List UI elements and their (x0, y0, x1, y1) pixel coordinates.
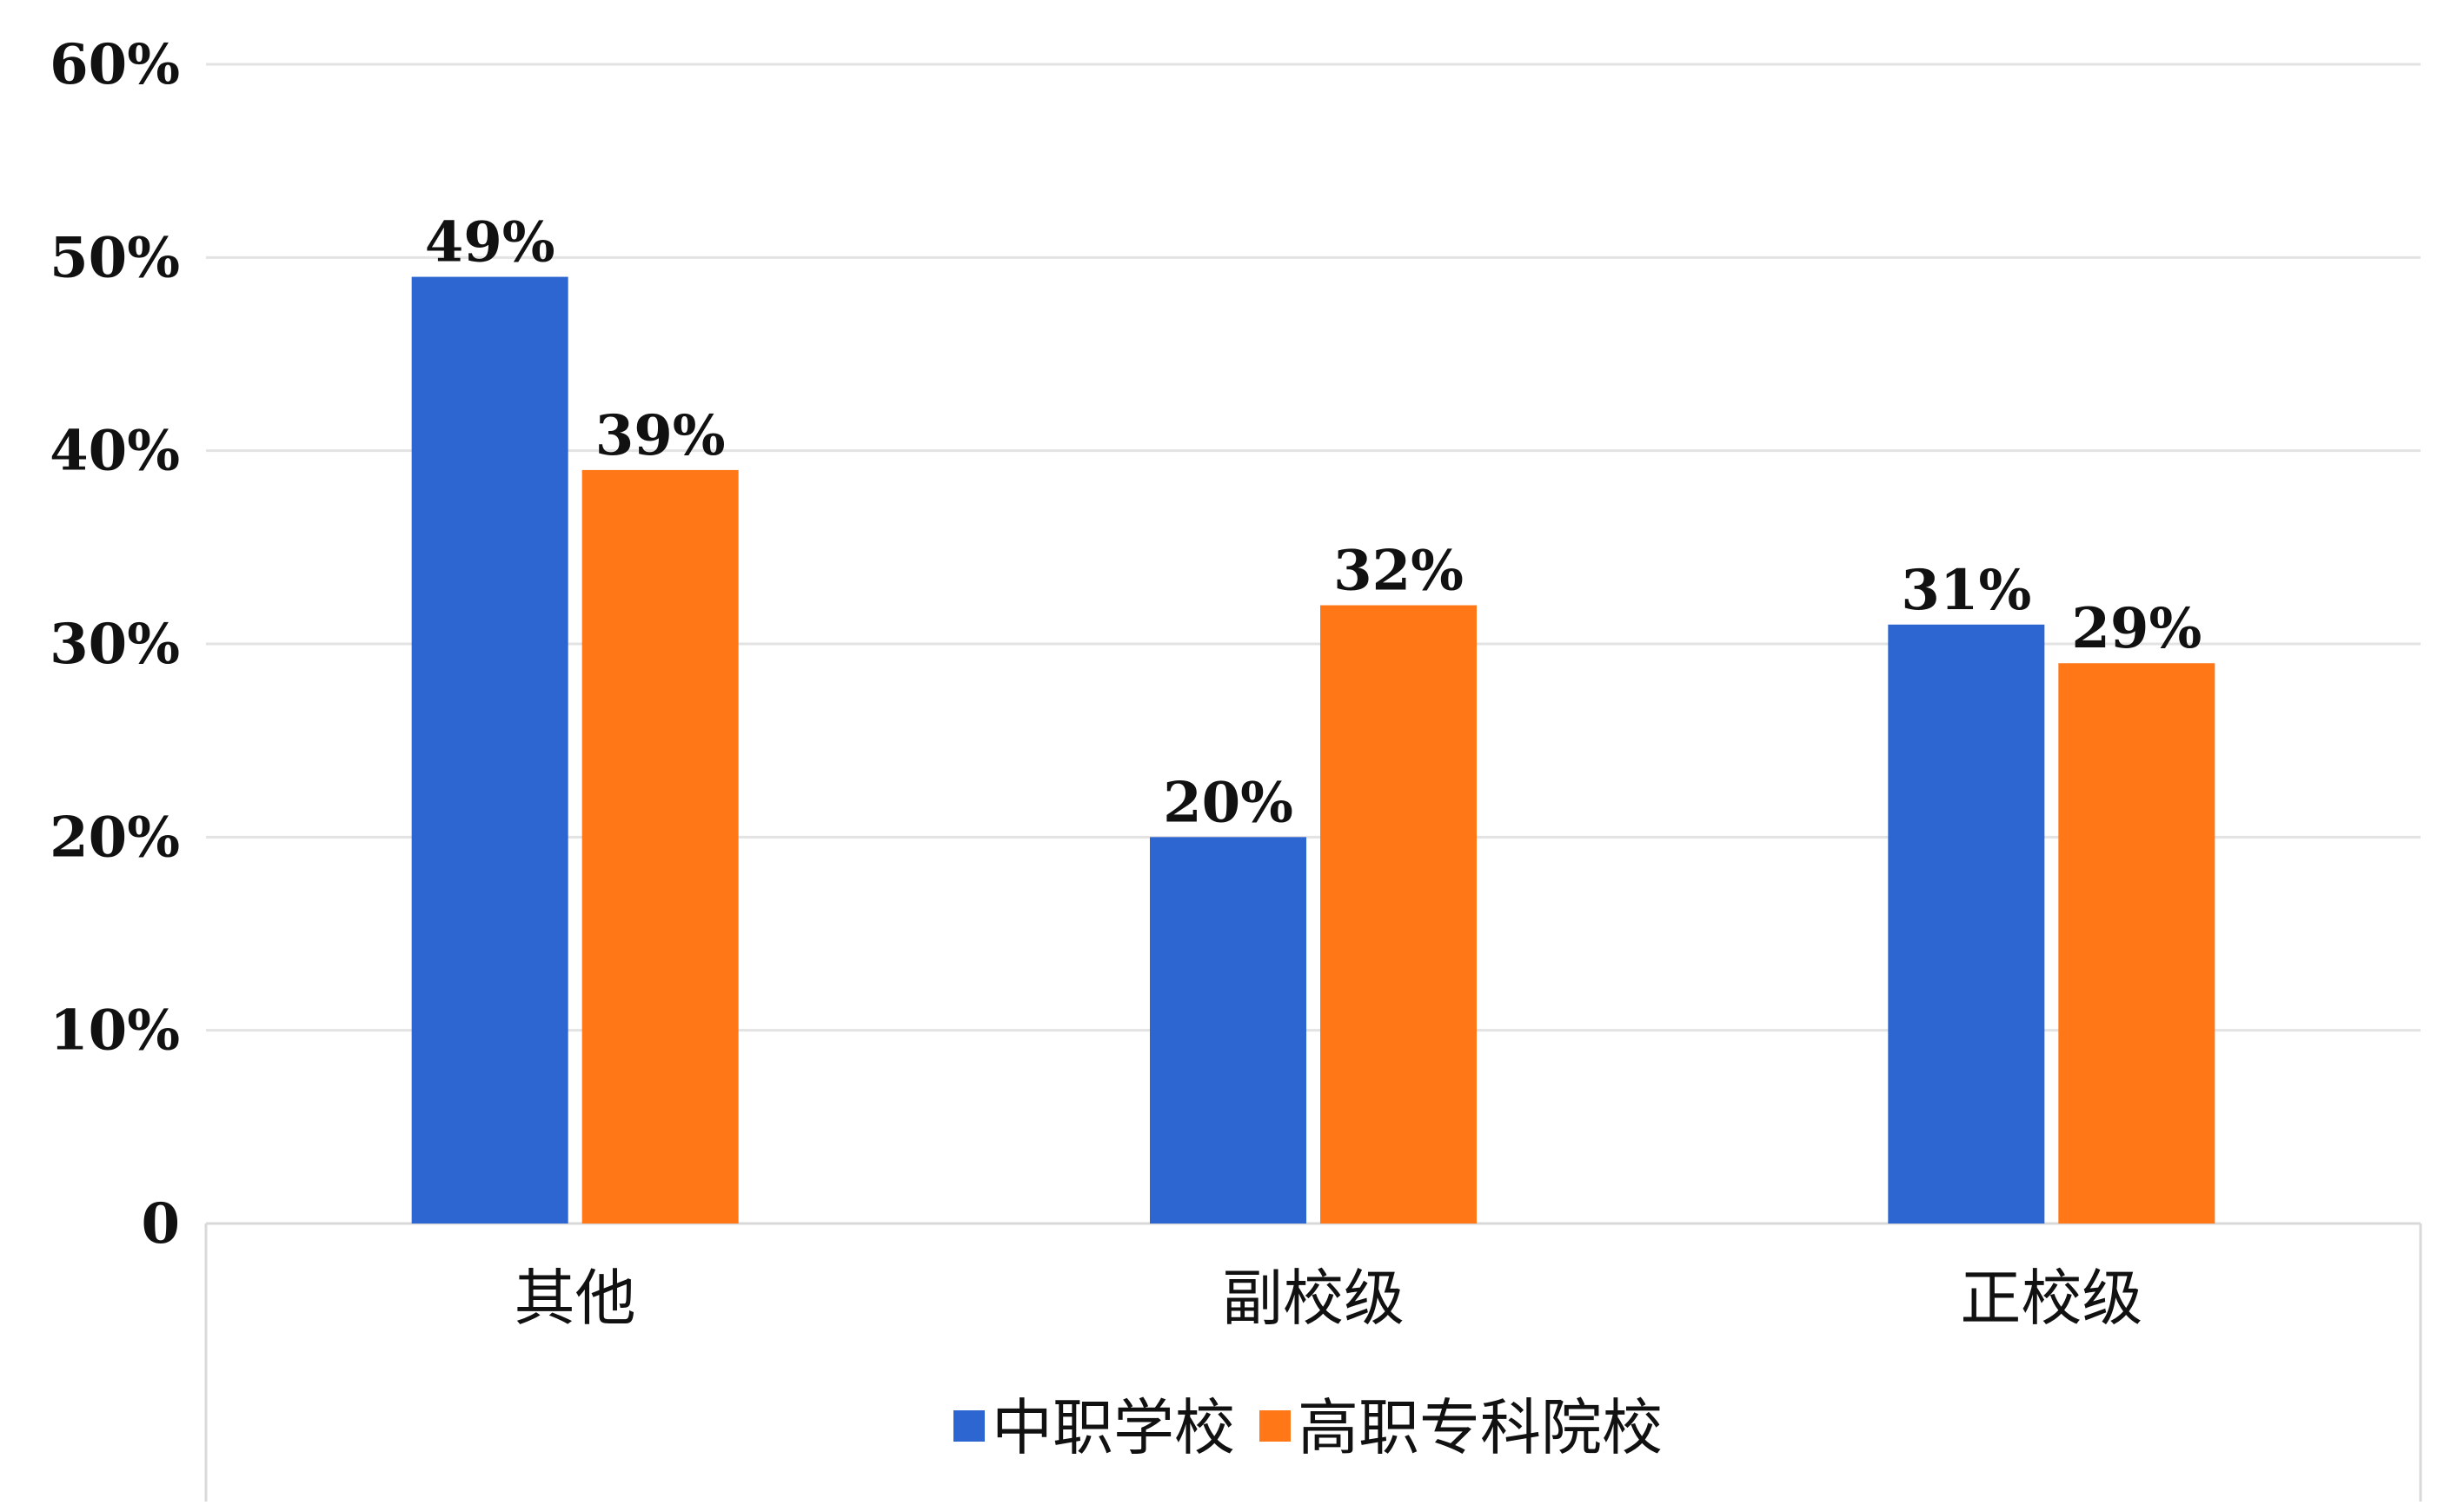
data-label: 49% (425, 210, 555, 275)
bar (581, 469, 739, 1224)
x-category-label: 副校级 (1222, 1263, 1405, 1334)
y-tick-label: 40% (50, 419, 180, 484)
legend-swatch (1259, 1410, 1291, 1442)
bar (2058, 663, 2215, 1224)
y-tick-label: 30% (50, 612, 180, 677)
y-tick-label: 10% (50, 998, 180, 1064)
bar (1320, 605, 1477, 1224)
x-category-label: 正校级 (1960, 1263, 2142, 1334)
y-tick-label: 60% (50, 32, 180, 97)
bar (1888, 624, 2045, 1224)
legend-label: 中职学校 (992, 1392, 1235, 1463)
legend: 中职学校 高职专科院校 (953, 1392, 1663, 1463)
legend-label: 高职专科院校 (1298, 1392, 1663, 1463)
bar (1150, 837, 1306, 1224)
data-labels: 49% 39% 20% 32% 31% 29% (425, 210, 2202, 836)
y-tick-label: 0 (141, 1191, 180, 1257)
data-label: 31% (1901, 558, 2031, 623)
data-label: 32% (1333, 539, 1464, 604)
y-tick-label: 50% (50, 225, 180, 290)
y-tick-label: 20% (50, 805, 180, 870)
x-category-label: 其他 (515, 1263, 636, 1334)
data-label: 39% (595, 403, 726, 468)
gridlines (206, 63, 2421, 1032)
bars (411, 276, 2215, 1224)
bar (411, 276, 568, 1224)
axes: 0 10% 20% 30% 40% 50% 60% 其他 副校级 正校级 (50, 32, 2422, 1502)
data-label: 29% (2071, 596, 2202, 661)
legend-swatch (953, 1410, 985, 1442)
data-label: 20% (1163, 770, 1293, 835)
